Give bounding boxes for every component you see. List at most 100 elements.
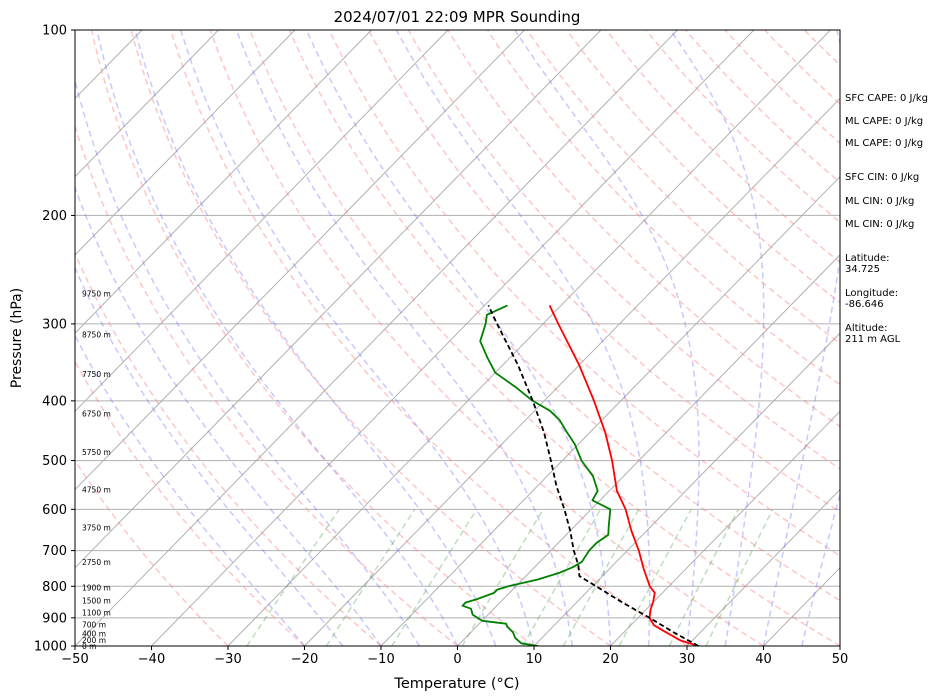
- dry-adiabat-line: [75, 459, 229, 646]
- moist-adiabat-line: [801, 491, 840, 646]
- x-tick-label: 40: [755, 652, 772, 667]
- y-tick-label: 600: [42, 503, 67, 518]
- y-tick-label: 900: [42, 611, 67, 626]
- moist-adiabat-line: [75, 77, 420, 646]
- dry-adiabat-line: [130, 30, 611, 646]
- dry-adiabat-line: [169, 30, 688, 646]
- dewpoint-profile: [461, 304, 612, 646]
- mixing-ratio-line: [325, 508, 416, 646]
- height-label: 200 m: [82, 636, 106, 645]
- x-tick-label: 20: [602, 652, 619, 667]
- sfc-cin-label: SFC CIN: 0 J/kg: [845, 172, 920, 183]
- ml-cape-label: ML CAPE: 0 J/kg: [845, 116, 924, 127]
- x-axis-label: Temperature (°C): [393, 676, 519, 692]
- moist-adiabat-line: [75, 266, 344, 646]
- mixing-ratio-line: [618, 508, 692, 646]
- height-label: 4750 m: [82, 485, 111, 494]
- dry-adiabat-line: [90, 30, 535, 646]
- y-axis-label: Pressure (hPa): [9, 288, 25, 388]
- sounding-profiles: [461, 304, 699, 646]
- dry-adiabat-line: [209, 30, 764, 646]
- moist-adiabat-line: [75, 334, 306, 646]
- reference-lines: [75, 30, 840, 646]
- y-tick-label: 500: [42, 454, 67, 469]
- altitude-label: Altitude: 211 m AGL: [845, 323, 901, 345]
- x-tick-label: 30: [679, 652, 696, 667]
- dry-adiabat-line: [368, 30, 840, 513]
- height-label: 5750 m: [82, 448, 111, 457]
- moist-adiabat-line: [96, 30, 459, 646]
- height-label: 6750 m: [82, 409, 111, 418]
- mixing-ratio-line: [705, 508, 774, 646]
- dry-adiabat-line: [75, 360, 306, 646]
- moist-adiabat-line: [235, 30, 574, 646]
- isotherm-line: [457, 254, 840, 646]
- isotherm-line: [75, 30, 678, 646]
- mixing-ratio-line: [461, 508, 544, 646]
- mixing-ratio-line: [562, 508, 640, 646]
- mixing-ratio-line: [668, 508, 739, 646]
- isotherm-line: [380, 175, 840, 646]
- ml-cape-label-2: ML CAPE: 0 J/kg: [845, 138, 924, 149]
- isotherm-line: [227, 30, 831, 646]
- dry-adiabat-line: [605, 30, 840, 264]
- mixing-ratio-line: [246, 508, 340, 646]
- mixing-ratio-line: [391, 508, 478, 646]
- isotherm-line: [533, 332, 840, 646]
- x-tick-label: −20: [291, 652, 318, 667]
- y-tick-label: 1000: [34, 640, 67, 655]
- height-label: 2750 m: [82, 558, 111, 567]
- ml-cin-label: ML CIN: 0 J/kg: [845, 196, 915, 207]
- dry-adiabat-line: [486, 30, 840, 386]
- mixing-ratio-line: [522, 508, 602, 646]
- y-tick-label: 200: [42, 209, 67, 224]
- x-tick-label: −40: [138, 652, 165, 667]
- isotherm-line: [75, 30, 296, 256]
- moist-adiabat-line: [395, 30, 651, 646]
- moist-adiabat-line: [75, 185, 382, 646]
- height-label: 9750 m: [82, 290, 111, 299]
- x-tick-label: −30: [214, 652, 241, 667]
- y-tick-label: 100: [42, 24, 67, 39]
- ml-cin-label-2: ML CIN: 0 J/kg: [845, 219, 915, 230]
- x-tick-label: −50: [61, 652, 88, 667]
- isotherm-line: [75, 30, 602, 569]
- y-tick-label: 300: [42, 317, 67, 332]
- height-label: 7750 m: [82, 370, 111, 379]
- dry-adiabat-line: [75, 123, 458, 646]
- isotherm-line: [75, 30, 449, 413]
- isotherm-line: [610, 410, 840, 646]
- height-label: 400 m: [82, 630, 106, 639]
- height-label: 700 m: [82, 621, 106, 630]
- dry-adiabat-line: [288, 30, 840, 602]
- y-tick-label: 800: [42, 580, 67, 595]
- y-tick-label: 700: [42, 544, 67, 559]
- parcel-profile: [487, 305, 699, 646]
- dry-adiabat-line: [75, 251, 382, 646]
- isotherm-line: [304, 97, 840, 646]
- moist-adiabat-line: [514, 30, 700, 646]
- moist-adiabat-line: [669, 30, 765, 646]
- isotherm-line: [75, 30, 219, 178]
- moist-adiabat-line: [134, 30, 497, 646]
- latitude-label: Latitude: 34.725: [845, 253, 890, 275]
- chart-title: 2024/07/01 22:09 MPR Sounding: [334, 8, 581, 26]
- isotherm-line: [151, 30, 755, 646]
- temperature-profile: [548, 305, 699, 646]
- sfc-cape-label: SFC CAPE: 0 J/kg: [845, 93, 928, 104]
- x-tick-label: 50: [832, 652, 849, 667]
- dry-adiabat-line: [407, 30, 840, 470]
- height-label: 8750 m: [82, 330, 111, 339]
- x-tick-label: 0: [453, 652, 461, 667]
- longitude-label: Longitude: -86.646: [845, 288, 899, 310]
- dry-adiabat-line: [526, 30, 840, 345]
- x-tick-label: 10: [526, 652, 543, 667]
- dry-adiabat-line: [645, 30, 840, 224]
- moist-adiabat-line: [305, 30, 612, 646]
- isotherm-line: [75, 30, 525, 491]
- height-label: 1500 m: [82, 596, 111, 605]
- dry-adiabat-line: [249, 30, 840, 646]
- height-label: 1900 m: [82, 583, 111, 592]
